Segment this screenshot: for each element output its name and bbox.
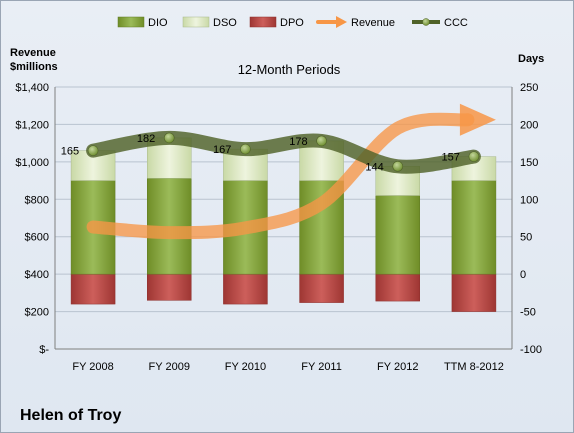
right-tick-label: 0 bbox=[520, 269, 526, 281]
bar-dpo bbox=[223, 273, 268, 305]
ccc-data-label: 165 bbox=[61, 146, 79, 158]
bar-dpo bbox=[451, 273, 497, 312]
bar-dio bbox=[451, 180, 497, 275]
left-tick-label: $- bbox=[39, 344, 49, 356]
legend-swatch-ccc bbox=[412, 18, 440, 26]
bar-series bbox=[70, 137, 497, 312]
ccc-marker bbox=[87, 145, 99, 156]
bar-dio bbox=[375, 195, 420, 275]
bar-dpo bbox=[375, 273, 420, 302]
right-tick-label: 200 bbox=[520, 119, 538, 131]
right-tick-label: 50 bbox=[520, 232, 532, 244]
company-name: Helen of Troy bbox=[20, 407, 121, 424]
x-tick-label: FY 2008 bbox=[72, 361, 113, 373]
ccc-marker bbox=[392, 161, 404, 172]
ccc-marker bbox=[468, 151, 480, 162]
chart-title: 12-Month Periods bbox=[238, 62, 341, 77]
legend-swatch-dio bbox=[117, 16, 145, 28]
left-axis-title-line1: Revenue bbox=[10, 47, 56, 59]
bar-dpo bbox=[147, 273, 192, 301]
ccc-data-label: 182 bbox=[137, 133, 155, 145]
x-tick-label: FY 2010 bbox=[225, 361, 266, 373]
x-tick-label: TTM 8-2012 bbox=[444, 361, 504, 373]
legend: DIO DSO DPO Revenue CCC bbox=[117, 16, 468, 29]
ccc-line bbox=[86, 130, 481, 174]
x-tick-label: FY 2012 bbox=[377, 361, 418, 373]
right-tick-label: 250 bbox=[520, 82, 538, 94]
left-tick-label: $600 bbox=[25, 232, 49, 244]
legend-label-ccc: CCC bbox=[444, 17, 468, 29]
legend-label-dpo: DPO bbox=[280, 17, 304, 29]
right-tick-label: -100 bbox=[520, 344, 542, 356]
revenue-line bbox=[86, 112, 475, 240]
ccc-data-label: 157 bbox=[442, 152, 460, 164]
bar-dpo bbox=[299, 273, 344, 303]
legend-swatch-dso bbox=[182, 16, 210, 28]
legend-swatch-revenue bbox=[316, 16, 347, 28]
left-tick-label: $1,200 bbox=[15, 119, 49, 131]
left-tick-label: $1,400 bbox=[15, 82, 49, 94]
x-tick-label: FY 2009 bbox=[149, 361, 190, 373]
bar-dpo bbox=[70, 273, 116, 305]
ccc-marker bbox=[163, 132, 175, 144]
line-series: 165 182 167 178 144 157 bbox=[61, 103, 496, 240]
left-tick-label: $400 bbox=[25, 269, 49, 281]
ccc-data-label: 144 bbox=[365, 161, 383, 173]
ccc-data-label: 167 bbox=[213, 144, 231, 156]
axes: $- $200 $400 $600 $800 $1,000 $1,200 $1,400 -100… bbox=[15, 82, 542, 373]
ccc-marker bbox=[240, 143, 251, 155]
legend-label-revenue: Revenue bbox=[351, 17, 395, 29]
revenue-arrowhead bbox=[459, 103, 496, 136]
legend-label-dso: DSO bbox=[213, 17, 237, 29]
x-tick-label: FY 2011 bbox=[301, 361, 342, 373]
left-tick-label: $800 bbox=[25, 194, 49, 206]
legend-swatch-dpo bbox=[249, 16, 277, 28]
right-tick-label: 150 bbox=[520, 157, 538, 169]
legend-label-dio: DIO bbox=[148, 17, 168, 29]
ccc-marker bbox=[316, 135, 327, 147]
right-tick-label: -50 bbox=[520, 307, 536, 319]
right-tick-label: 100 bbox=[520, 194, 538, 206]
left-tick-label: $1,000 bbox=[15, 157, 49, 169]
left-tick-label: $200 bbox=[25, 307, 49, 319]
left-axis-title-line2: $millions bbox=[10, 61, 58, 73]
ccc-data-label: 178 bbox=[289, 136, 307, 148]
right-axis-title: Days bbox=[518, 53, 544, 65]
